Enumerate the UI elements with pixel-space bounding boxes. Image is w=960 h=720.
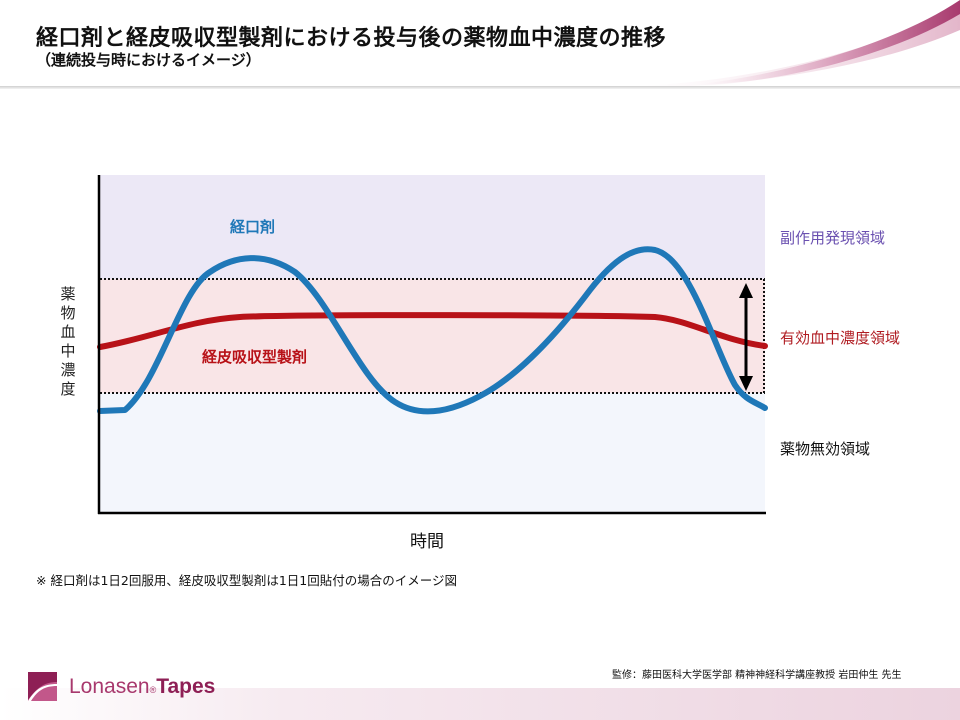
side-effect-region-label: 副作用発現領域 <box>780 229 886 247</box>
x-axis-label: 時間 <box>410 532 444 552</box>
effective-region-label: 有効血中濃度領域 <box>780 329 901 347</box>
logo-text-tapes: Tapes <box>156 674 216 698</box>
header-divider <box>0 86 960 89</box>
effective-band <box>100 279 765 393</box>
decorative-swoosh <box>640 0 960 88</box>
transdermal-series-label: 経皮吸収型製剤 <box>202 348 308 366</box>
supervisor-credit: 監修：藤田医科大学医学部 精神神経科学講座教授 岩田仲生 先生 <box>612 670 902 681</box>
logo-text: Lonasen®Tapes <box>69 675 215 699</box>
logo-mark-icon <box>28 672 57 701</box>
ineffective-region-label: 薬物無効領域 <box>780 440 871 458</box>
slide-header: 経口剤と経皮吸収型製剤における投与後の薬物血中濃度の推移 （連続投与時におけるイ… <box>0 0 960 88</box>
oral-series-label: 経口剤 <box>230 218 276 236</box>
brand-logo: Lonasen®Tapes <box>28 672 215 701</box>
page-title: 経口剤と経皮吸収型製剤における投与後の薬物血中濃度の推移 <box>36 26 667 51</box>
y-axis-label: 薬物血中濃度 <box>60 285 76 398</box>
side-effect-band <box>100 175 765 279</box>
footnote: ※ 経口剤は1日2回服用、経皮吸収型製剤は1日1回貼付の場合のイメージ図 <box>36 573 458 588</box>
page-subtitle: （連続投与時におけるイメージ） <box>36 51 261 69</box>
logo-text-lonasen: Lonasen <box>69 674 150 698</box>
footer-band <box>0 688 960 720</box>
oral-curve <box>97 246 768 415</box>
registered-mark: ® <box>149 684 157 695</box>
transdermal-curve <box>97 312 768 350</box>
effective-range-arrow-icon <box>739 283 753 391</box>
